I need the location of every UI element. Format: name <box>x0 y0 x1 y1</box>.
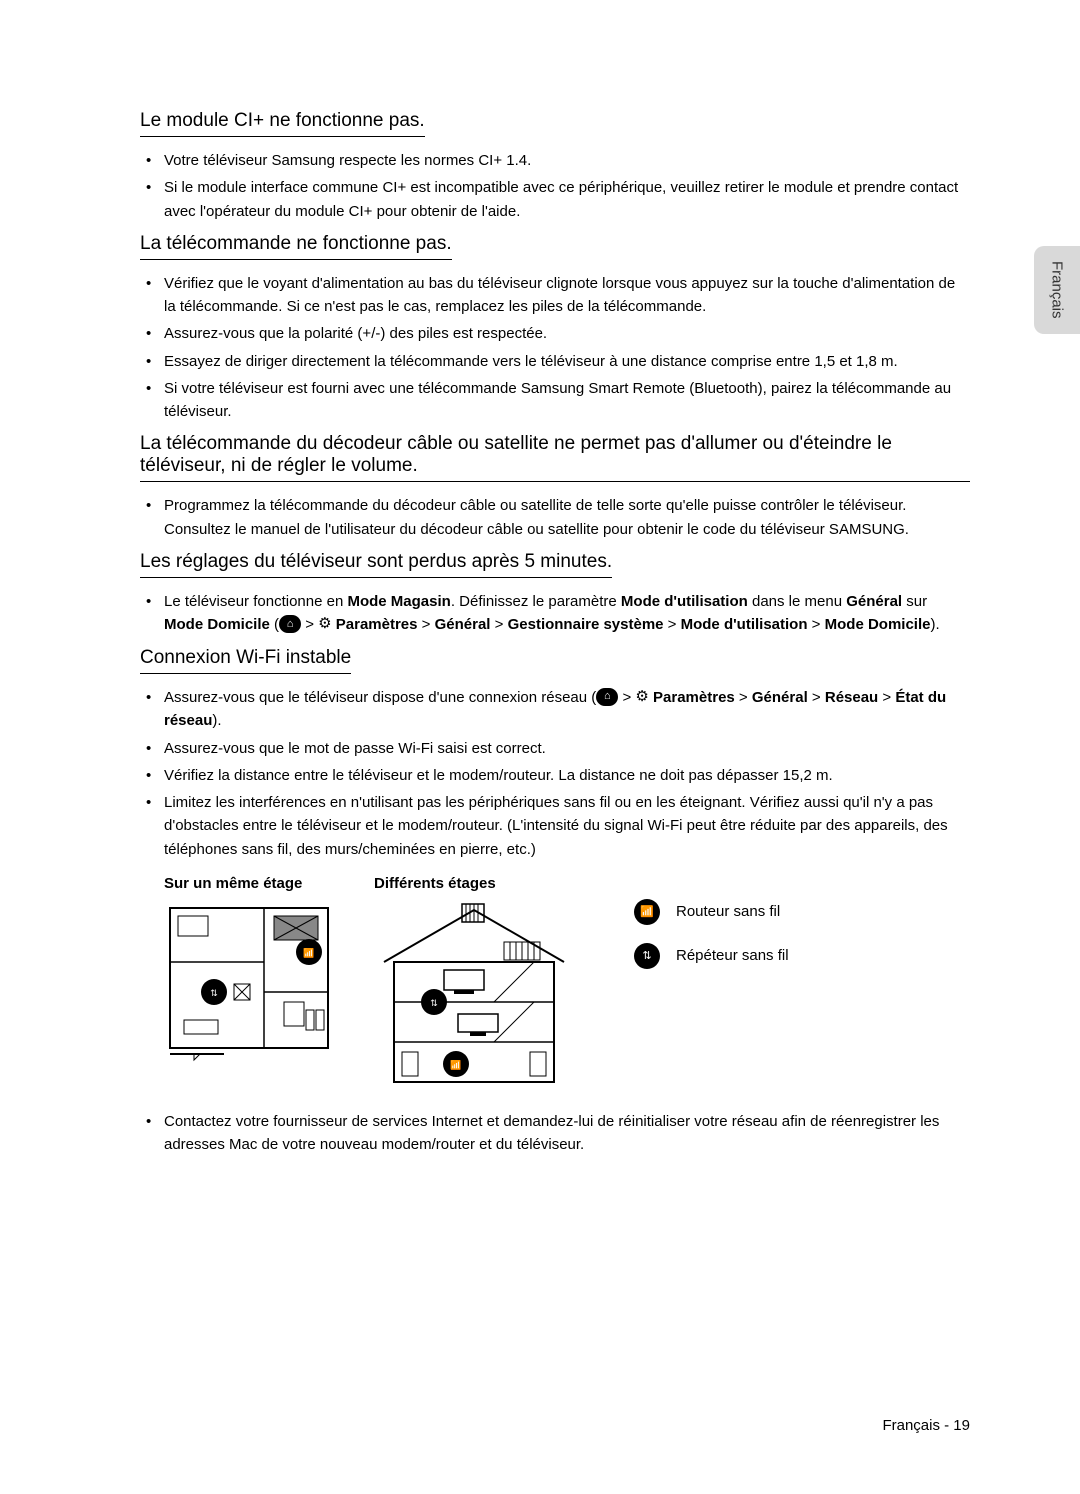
home-icon: ⌂ <box>279 615 301 633</box>
text-run: > <box>808 616 825 633</box>
list-item: Le téléviseur fonctionne en Mode Magasin… <box>164 590 970 637</box>
text-run: > <box>735 689 752 706</box>
text-run: dans le menu <box>748 593 846 610</box>
text-run: ). <box>930 616 939 633</box>
bullet-list: Assurez-vous que le téléviseur dispose d… <box>140 686 970 861</box>
home-icon: ⌂ <box>596 688 618 706</box>
text-run: Général <box>435 616 491 633</box>
text-run: Mode Magasin <box>347 593 450 610</box>
bullet-list: Programmez la télécommande du décodeur c… <box>140 494 970 541</box>
text-run: Mode d'utilisation <box>621 593 748 610</box>
svg-text:📶: 📶 <box>303 947 314 958</box>
svg-text:⇅: ⇅ <box>210 988 218 998</box>
list-item: Assurez-vous que le téléviseur dispose d… <box>164 686 970 733</box>
list-item: Assurez-vous que la polarité (+/-) des p… <box>164 322 970 345</box>
text-run: Gestionnaire système <box>508 616 664 633</box>
diagram-label: Différents étages <box>374 875 574 892</box>
bullet-list: Vérifiez que le voyant d'alimentation au… <box>140 272 970 424</box>
text-run: > <box>878 689 895 706</box>
text-run: > <box>301 616 318 633</box>
text-run: sur <box>902 593 927 610</box>
list-item: Si votre téléviseur est fourni avec une … <box>164 377 970 424</box>
list-item: Votre téléviseur Samsung respecte les no… <box>164 149 970 172</box>
page-content: Le module CI+ ne fonctionne pas. Votre té… <box>0 0 1080 1226</box>
text-run: Paramètres <box>336 616 418 633</box>
diagram-label: Sur un même étage <box>164 875 334 892</box>
text-run: Mode Domicile <box>164 616 270 633</box>
text-run: Réseau <box>825 689 878 706</box>
section-title: La télécommande du décodeur câble ou sat… <box>140 433 970 482</box>
diagram-row: Sur un même étage 📶 ⇅ Différents étages <box>164 875 970 1092</box>
bullet-list: Contactez votre fournisseur de services … <box>140 1110 970 1157</box>
list-item: Vérifiez la distance entre le téléviseur… <box>164 764 970 787</box>
list-item: Assurez-vous que le mot de passe Wi-Fi s… <box>164 737 970 760</box>
text-run: > <box>618 689 635 706</box>
list-item: Contactez votre fournisseur de services … <box>164 1110 970 1157</box>
text-run: Mode Domicile <box>825 616 931 633</box>
list-item: Essayez de diriger directement la téléco… <box>164 350 970 373</box>
text-run: Général <box>846 593 902 610</box>
gear-icon: ⚙ <box>318 612 331 635</box>
page-number: Français - 19 <box>882 1417 970 1434</box>
legend-row: ⇅ Répéteur sans fil <box>634 943 789 969</box>
svg-text:📶: 📶 <box>450 1059 461 1070</box>
router-icon: 📶 <box>634 899 660 925</box>
section-title: Les réglages du téléviseur sont perdus a… <box>140 551 612 578</box>
text-run: Mode d'utilisation <box>681 616 808 633</box>
legend-label: Répéteur sans fil <box>676 947 789 964</box>
house-diagram: ⇅ 📶 <box>374 902 574 1092</box>
text-run: > <box>808 689 825 706</box>
bullet-list: Le téléviseur fonctionne en Mode Magasin… <box>140 590 970 637</box>
text-run: ( <box>270 616 279 633</box>
text-run: > <box>664 616 681 633</box>
bullet-list: Votre téléviseur Samsung respecte les no… <box>140 149 970 223</box>
repeater-icon: ⇅ <box>634 943 660 969</box>
section-title: Connexion Wi-Fi instable <box>140 647 351 674</box>
text-run: Le téléviseur fonctionne en <box>164 593 347 610</box>
legend-row: 📶 Routeur sans fil <box>634 899 789 925</box>
gear-icon: ⚙ <box>635 685 648 708</box>
page-footer: Français - 19 <box>882 1417 970 1434</box>
text-run: > <box>418 616 435 633</box>
text-run: ). <box>212 712 221 729</box>
text-run: Paramètres <box>653 689 735 706</box>
list-item: Limitez les interférences en n'utilisant… <box>164 791 970 861</box>
list-item: Programmez la télécommande du décodeur c… <box>164 494 970 541</box>
legend: 📶 Routeur sans fil ⇅ Répéteur sans fil <box>634 899 789 969</box>
text-run: Général <box>752 689 808 706</box>
text-run: . Définissez le paramètre <box>451 593 621 610</box>
section-title: La télécommande ne fonctionne pas. <box>140 233 452 260</box>
svg-text:⇅: ⇅ <box>430 998 438 1008</box>
section-title: Le module CI+ ne fonctionne pas. <box>140 110 425 137</box>
text-run: Assurez-vous que le téléviseur dispose d… <box>164 689 596 706</box>
list-item: Si le module interface commune CI+ est i… <box>164 176 970 223</box>
list-item: Vérifiez que le voyant d'alimentation au… <box>164 272 970 319</box>
text-run: > <box>490 616 507 633</box>
legend-label: Routeur sans fil <box>676 903 780 920</box>
floorplan-diagram: 📶 ⇅ <box>164 902 334 1062</box>
